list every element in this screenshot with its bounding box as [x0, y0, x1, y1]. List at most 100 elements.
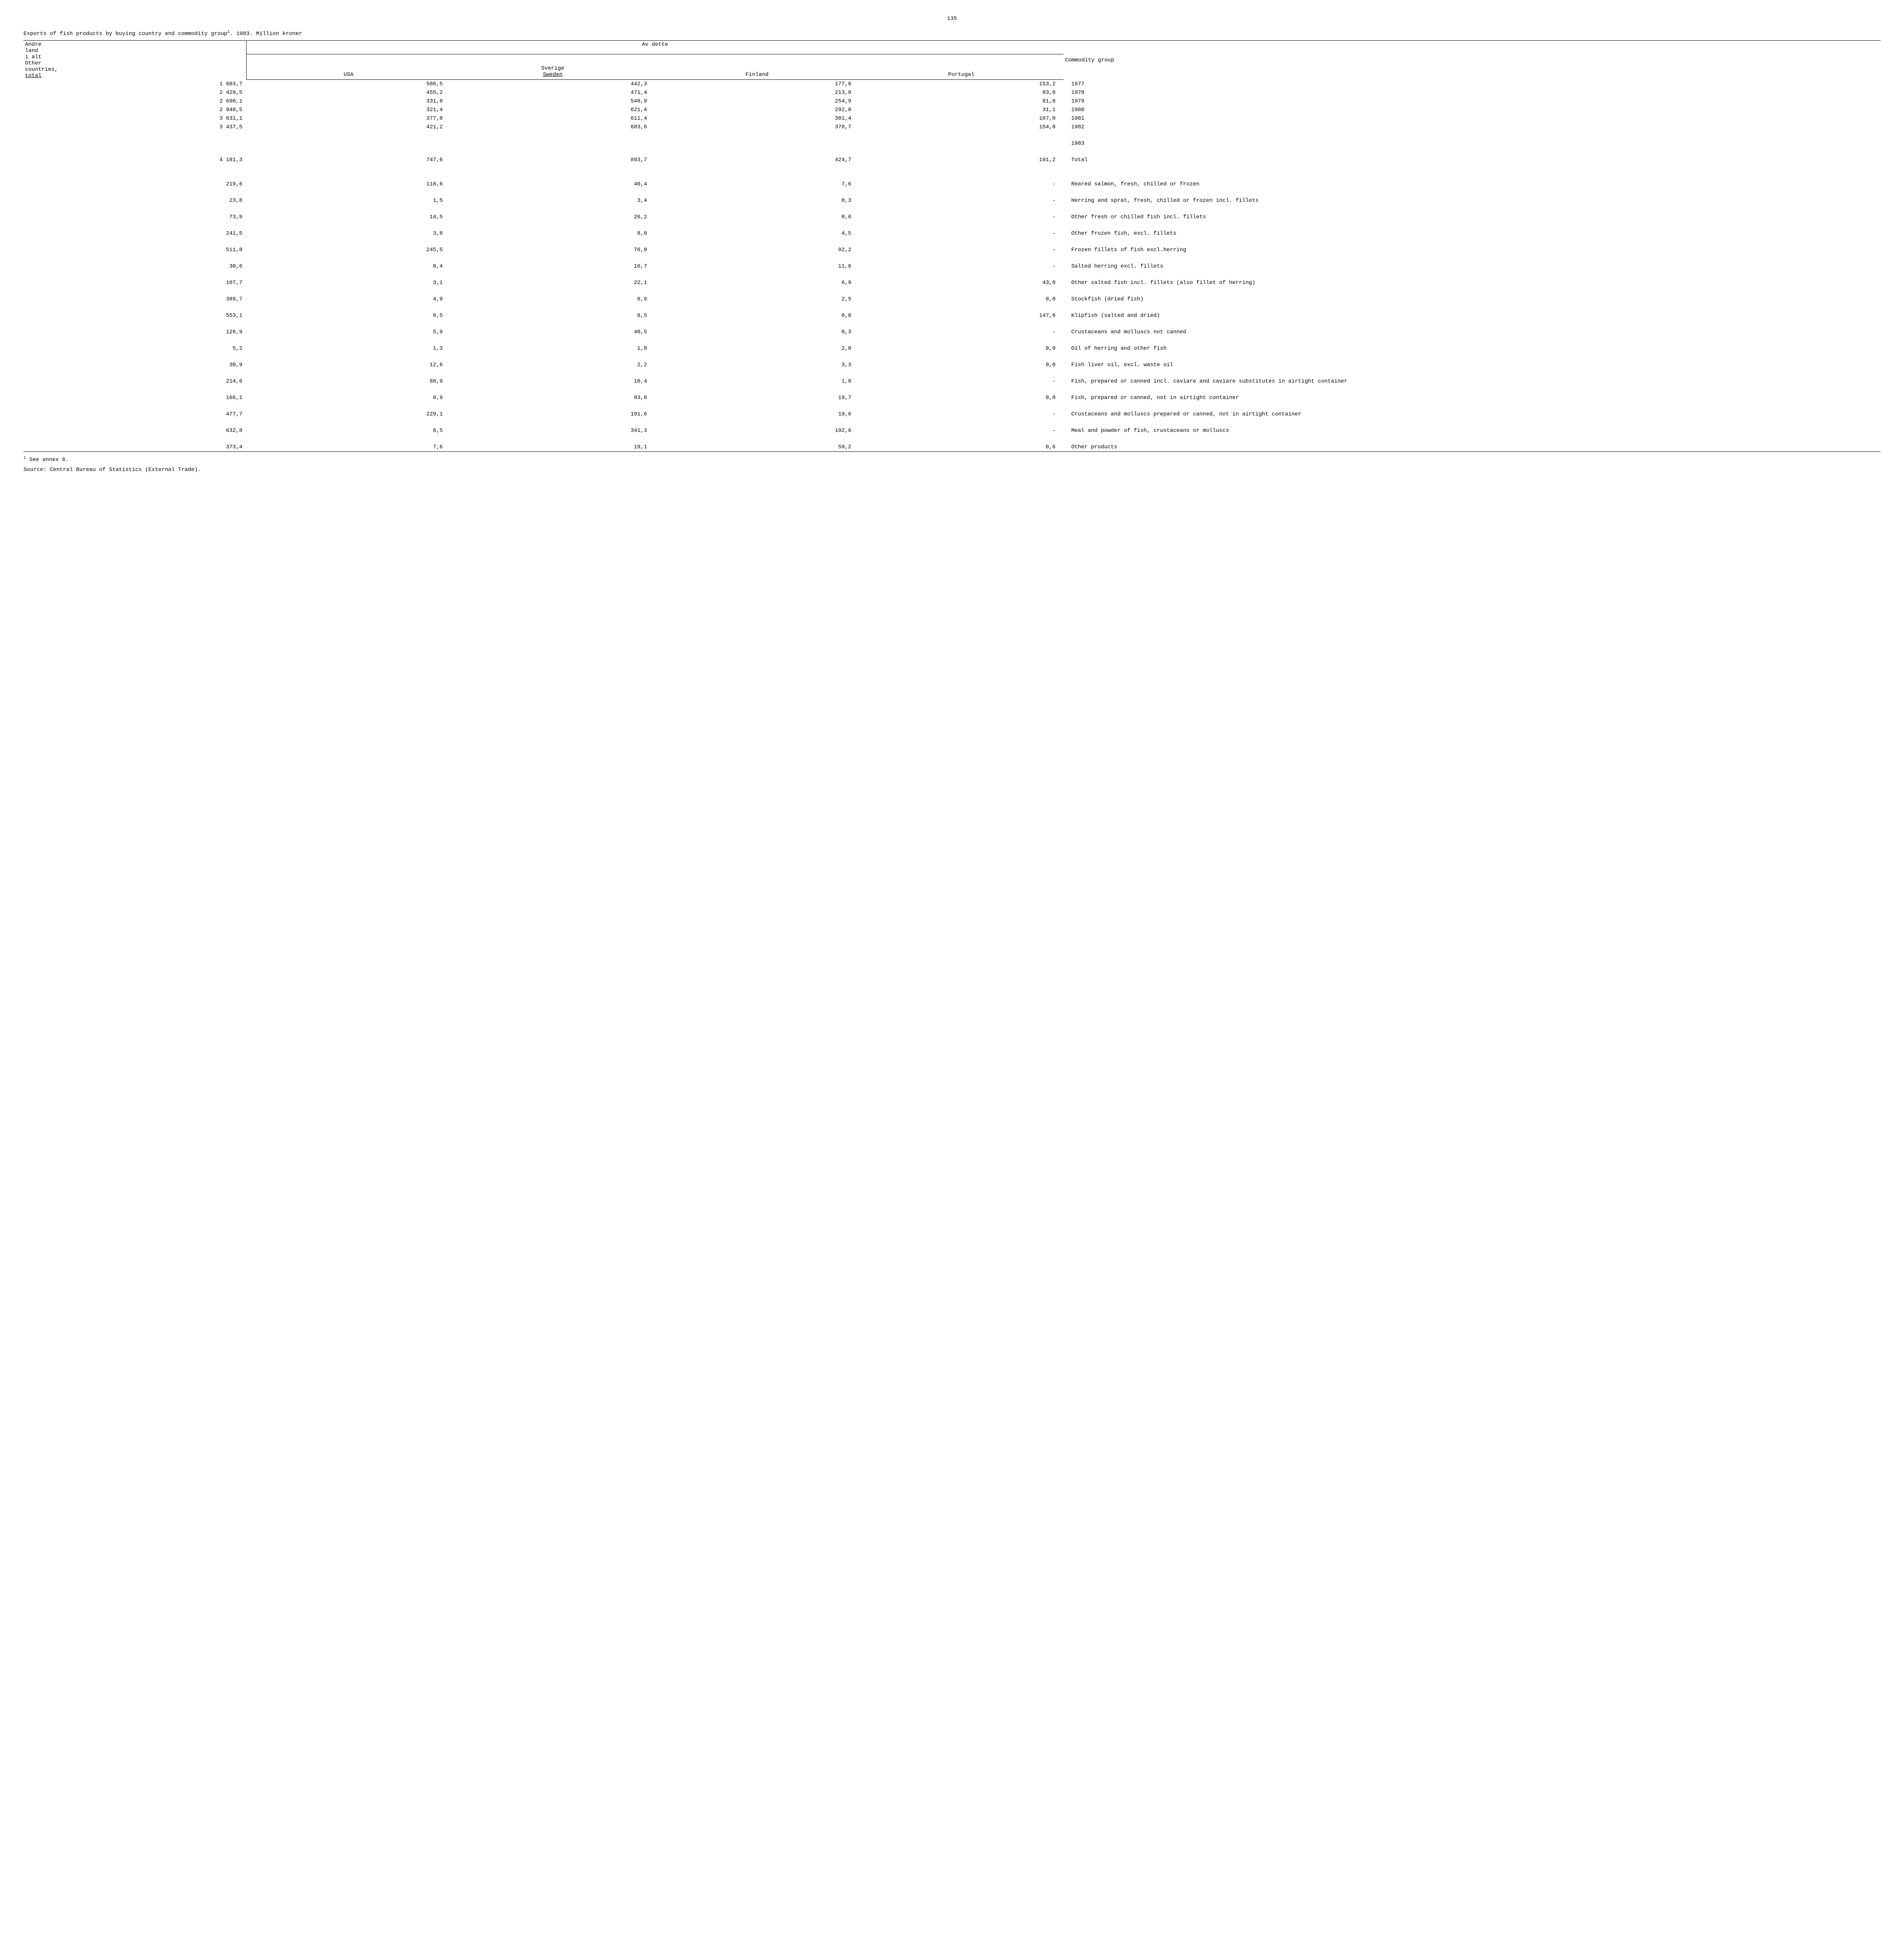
table-cell: 128,9 — [23, 320, 247, 336]
table-cell: 893,7 — [451, 156, 655, 164]
table-cell: 2,5 — [655, 287, 859, 304]
table-cell: 166,1 — [23, 386, 247, 402]
table-row: 5,21,31,82,00,0Oil of herring and other … — [23, 336, 1881, 353]
table-row: 128,95,940,50,3-Crustaceans and molluscs… — [23, 320, 1881, 336]
table-cell: Other salted fish incl. fillets (also fi… — [1064, 271, 1881, 287]
table-cell: 30,6 — [23, 254, 247, 271]
table-cell: Fish, prepared or canned, not in airtigh… — [1064, 386, 1881, 402]
table-cell: 389,7 — [23, 287, 247, 304]
table-row: 2 948,5321,4621,4292,031,11980 — [23, 106, 1881, 114]
table-cell: 7,6 — [655, 172, 859, 189]
table-row: 553,18,50,50,0147,6Klipfish (salted and … — [23, 304, 1881, 320]
table-cell: 3,4 — [451, 189, 655, 205]
table-cell: Oil of herring and other fish — [1064, 336, 1881, 353]
table-cell: 1978 — [1064, 88, 1881, 97]
table-cell: 3 631,1 — [23, 114, 247, 123]
table-cell: 191,2 — [859, 156, 1064, 164]
table-cell — [655, 139, 859, 148]
table-cell: 3,1 — [247, 271, 451, 287]
table-cell: 341,3 — [451, 419, 655, 435]
table-cell: 331,8 — [247, 97, 451, 106]
table-row: 241,53,88,84,5-Other frozen fish, excl. … — [23, 221, 1881, 238]
header-andre-line2: land — [25, 48, 38, 54]
table-cell: 153,2 — [859, 80, 1064, 89]
table-cell: 553,1 — [23, 304, 247, 320]
table-cell: 1,5 — [247, 189, 451, 205]
table-cell: 40,4 — [451, 172, 655, 189]
table-cell: 442,3 — [451, 80, 655, 89]
table-cell: 83,8 — [451, 386, 655, 402]
table-cell: 373,4 — [23, 435, 247, 451]
table-cell: 321,4 — [247, 106, 451, 114]
table-cell: 747,6 — [247, 156, 451, 164]
table-cell: 214,6 — [23, 369, 247, 386]
table-cell: 0,3 — [655, 189, 859, 205]
table-cell: 611,4 — [451, 114, 655, 123]
table-row: 389,74,98,92,50,0Stockfish (dried fish) — [23, 287, 1881, 304]
table-cell: Other frozen fish, excl. fillets — [1064, 221, 1881, 238]
table-cell: 0,3 — [655, 320, 859, 336]
table-cell: 19,1 — [451, 435, 655, 451]
table-row: 2 690,1331,8548,9254,981,81979 — [23, 97, 1881, 106]
table-cell: Salted herring excl. fillets — [1064, 254, 1881, 271]
table-cell: 1979 — [1064, 97, 1881, 106]
table-row: 219,6118,640,47,6-Reared salmon, fresh, … — [23, 172, 1881, 189]
table-cell: 8,9 — [451, 287, 655, 304]
table-cell: 0,6 — [859, 435, 1064, 451]
table-cell: 191,6 — [451, 402, 655, 419]
table-cell: 6,9 — [655, 271, 859, 287]
header-portugal: Portugal — [859, 54, 1064, 79]
table-cell: 0,5 — [451, 304, 655, 320]
table-cell: - — [859, 369, 1064, 386]
table-cell: 1982 — [1064, 123, 1881, 131]
table-row: 23,81,53,40,3-Herring and sprat, fresh, … — [23, 189, 1881, 205]
year-1983-label: 1983 — [1064, 139, 1881, 148]
table-cell: 548,9 — [451, 97, 655, 106]
table-cell: 5,9 — [247, 320, 451, 336]
table-cell: 12,6 — [247, 353, 451, 369]
table-cell: 1977 — [1064, 80, 1881, 89]
table-row: 477,7229,1191,619,6-Crustaceans and moll… — [23, 402, 1881, 419]
table-cell: 4,9 — [247, 287, 451, 304]
exports-table: Andre land i alt Other countries, total … — [23, 40, 1881, 453]
table-row: 3 631,1377,8611,4301,4167,01981 — [23, 114, 1881, 123]
table-cell: 177,6 — [655, 80, 859, 89]
header-av-dette: Av dette — [247, 40, 1064, 54]
table-cell: 0,0 — [859, 336, 1064, 353]
header-sverige-line1: Sverige — [541, 65, 564, 72]
table-cell: - — [859, 402, 1064, 419]
table-cell: 213,8 — [655, 88, 859, 97]
table-cell: 8,5 — [247, 304, 451, 320]
table-cell — [23, 139, 247, 148]
table-cell: 118,6 — [247, 172, 451, 189]
table-cell: 229,1 — [247, 402, 451, 419]
table-cell: 4 181,3 — [23, 156, 247, 164]
table-cell: 1 603,7 — [23, 80, 247, 89]
table-cell: 2 429,5 — [23, 88, 247, 97]
table-cell: 377,8 — [247, 114, 451, 123]
table-cell: 3 437,5 — [23, 123, 247, 131]
table-cell: 0,0 — [859, 386, 1064, 402]
table-cell: 301,4 — [655, 114, 859, 123]
table-row: 511,8245,576,092,2-Frozen fillets of fis… — [23, 238, 1881, 254]
table-row: 373,47,619,159,20,6Other products — [23, 435, 1881, 451]
table-cell: 1981 — [1064, 114, 1881, 123]
table-cell: 7,6 — [247, 435, 451, 451]
table-cell: - — [859, 172, 1064, 189]
table-cell: 0,5 — [247, 419, 451, 435]
header-andre-line6: total — [25, 73, 41, 79]
table-row: 3 437,5421,2683,6378,7154,81982 — [23, 123, 1881, 131]
table-cell: 73,9 — [23, 205, 247, 221]
table-cell: 83,0 — [859, 88, 1064, 97]
table-cell: 455,2 — [247, 88, 451, 97]
table-row: 107,73,122,16,943,0Other salted fish inc… — [23, 271, 1881, 287]
table-cell — [859, 139, 1064, 148]
table-row: 632,80,5341,3192,6-Meal and powder of fi… — [23, 419, 1881, 435]
table-cell: 421,2 — [247, 123, 451, 131]
table-cell: 1980 — [1064, 106, 1881, 114]
table-cell: - — [859, 419, 1064, 435]
table-cell — [247, 139, 451, 148]
table-cell: 192,6 — [655, 419, 859, 435]
table-cell: 632,8 — [23, 419, 247, 435]
title-right: . 1983. Million kroner — [230, 31, 302, 37]
